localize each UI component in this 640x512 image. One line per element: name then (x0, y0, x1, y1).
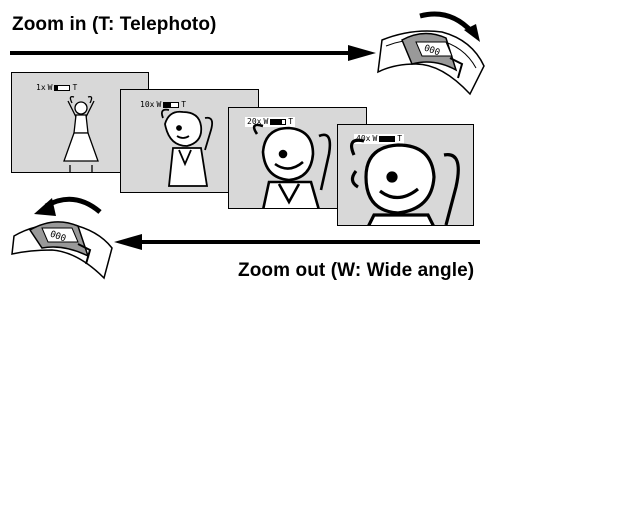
zoom-bar (54, 85, 71, 91)
wide-label: W (47, 83, 53, 92)
tele-label: T (288, 117, 294, 126)
zoom-indicator: 1x W T (34, 83, 79, 93)
zoom-out-heading: Zoom out (W: Wide angle) (238, 260, 475, 281)
zoom-bar-fill (271, 120, 282, 124)
wide-label: W (372, 134, 378, 143)
zoom-value: 10x (140, 100, 155, 109)
zoom-in-heading: Zoom in (T: Telephoto) (12, 14, 217, 35)
zoom-value: 1x (36, 83, 46, 92)
zoom-in-arrow (10, 45, 376, 61)
subject-figure-large (252, 123, 332, 208)
zoom-bar (270, 119, 287, 125)
zoom-lever-tele-icon: 000 (377, 11, 485, 96)
zoom-bar-fill (164, 103, 172, 107)
zoom-bar (379, 136, 396, 142)
tele-label: T (72, 83, 78, 92)
tele-label: T (181, 100, 187, 109)
zoom-value: 40x (356, 134, 371, 143)
zoom-indicator: 10x W T (138, 100, 188, 110)
subject-figure-small (63, 95, 99, 172)
zoom-bar-fill (55, 86, 59, 90)
wide-label: W (263, 117, 269, 126)
zoom-out-arrow (114, 234, 480, 250)
zoom-value: 20x (247, 117, 262, 126)
screen-frame-40x: 40x W T (337, 124, 474, 226)
zoom-lever-wide-icon: 000 (11, 196, 113, 280)
zoom-indicator: 20x W T (245, 117, 296, 127)
screen-frame-1x: 1x W T (11, 72, 149, 173)
zoom-bar (163, 102, 180, 108)
subject-figure-medium (160, 108, 214, 187)
wide-label: W (156, 100, 162, 109)
subject-figure-closeup (350, 138, 460, 225)
tele-label: T (397, 134, 403, 143)
zoom-indicator: 40x W T (354, 134, 405, 144)
zoom-bar-fill (380, 137, 394, 141)
